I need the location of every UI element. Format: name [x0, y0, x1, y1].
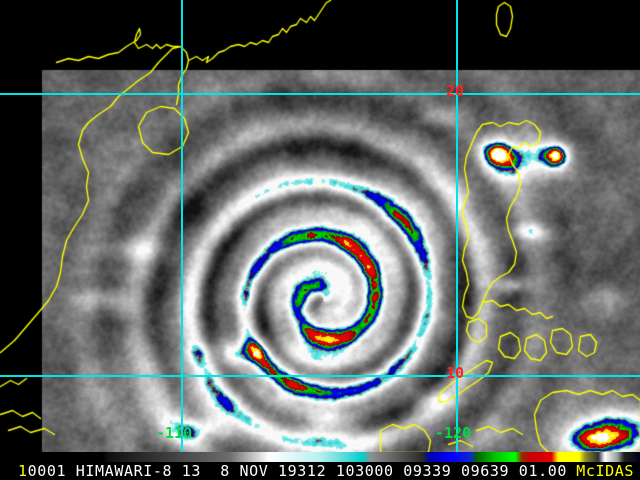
- grid-label-20: 20: [446, 82, 465, 100]
- grid-label-10: 10: [446, 364, 465, 382]
- grid-meridian-1: [456, 0, 458, 452]
- enhancement-colorbar: [0, 452, 640, 462]
- grid-parallel-0: [0, 93, 640, 95]
- satellite-infrared-canvas: [0, 0, 640, 452]
- status-text: 10001 HIMAWARI-8 13 8 NOV 19312 103000 0…: [18, 462, 567, 480]
- colorbar-canvas: [0, 452, 640, 462]
- grid-label-neg120: -120: [435, 424, 472, 442]
- satellite-image-area: 20 10 -110 -120: [0, 0, 640, 452]
- grid-parallel-1: [0, 375, 640, 377]
- status-line-text: 0001 HIMAWARI-8 13 8 NOV 19312 103000 09…: [27, 462, 567, 480]
- status-bar: 10001 HIMAWARI-8 13 8 NOV 19312 103000 0…: [0, 462, 640, 480]
- grid-label-neg110: -110: [156, 424, 193, 442]
- status-prefix-digit: 1: [18, 462, 28, 480]
- mcidas-branding: McIDAS: [576, 462, 634, 480]
- grid-meridian-0: [181, 0, 183, 452]
